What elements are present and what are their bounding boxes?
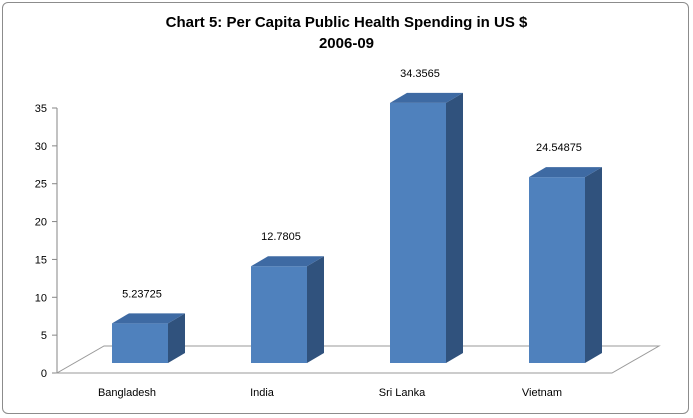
bar-side bbox=[585, 167, 602, 363]
y-tick-label: 30 bbox=[35, 141, 47, 153]
bar-top bbox=[112, 313, 185, 324]
y-tick-label: 20 bbox=[35, 217, 47, 229]
data-label: 5.23725 bbox=[122, 288, 162, 300]
data-label: 12.7805 bbox=[261, 231, 301, 243]
axes: 0 5 10 15 20 25 30 35 bbox=[35, 103, 661, 380]
bar-top bbox=[251, 256, 324, 267]
labels: 5.23725 Bangladesh 12.7805 India 34.3565 Sri … bbox=[98, 68, 582, 399]
chart-subtitle: 2006-09 bbox=[318, 35, 375, 52]
chart-title-block: Chart 5: Per Capita Public Health Spendi… bbox=[0, 12, 693, 54]
bar-front bbox=[390, 102, 446, 363]
category-label: India bbox=[250, 387, 275, 399]
bar-side bbox=[168, 313, 185, 363]
bar-side bbox=[307, 256, 324, 363]
bar-front bbox=[112, 323, 168, 363]
bar-top bbox=[390, 92, 463, 103]
y-tick-label: 35 bbox=[35, 103, 47, 115]
chart-floor bbox=[55, 345, 661, 374]
y-tick-label: 0 bbox=[41, 368, 47, 380]
y-tick-label: 15 bbox=[35, 254, 47, 266]
chart-title: Chart 5: Per Capita Public Health Spendi… bbox=[165, 14, 528, 31]
data-label: 24.54875 bbox=[536, 142, 582, 154]
bar-top bbox=[529, 167, 602, 178]
category-label: Vietnam bbox=[522, 387, 562, 399]
y-tick-label: 10 bbox=[35, 292, 47, 304]
bars bbox=[112, 92, 602, 363]
data-label: 34.3565 bbox=[400, 68, 440, 80]
bar-side bbox=[446, 92, 463, 363]
y-tick-label: 25 bbox=[35, 179, 47, 191]
bar-front bbox=[251, 266, 307, 363]
category-label: Bangladesh bbox=[98, 387, 156, 399]
y-tick-label: 5 bbox=[41, 330, 47, 342]
category-label: Sri Lanka bbox=[379, 387, 426, 399]
bar-front bbox=[529, 177, 585, 363]
